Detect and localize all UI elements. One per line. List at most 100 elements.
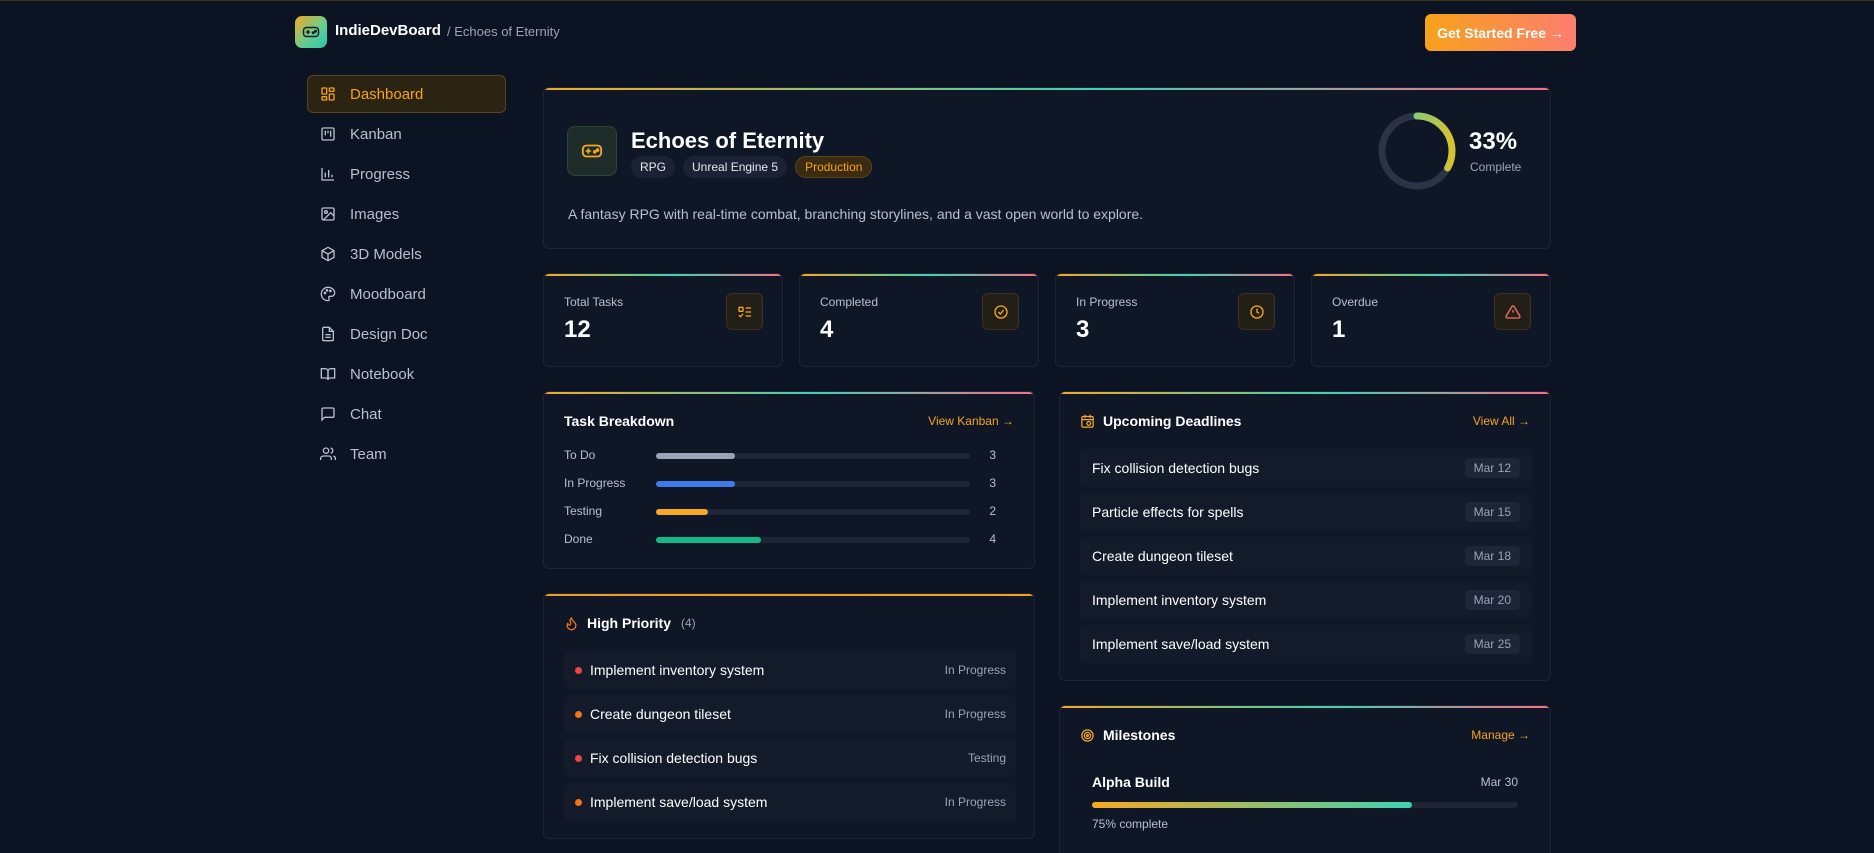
breakdown-count: 3 (989, 476, 996, 490)
deadline-date: Mar 15 (1464, 502, 1520, 522)
brand-name[interactable]: IndieDevBoard (335, 22, 441, 39)
sidebar-item-label: Notebook (350, 365, 415, 383)
priority-dot (575, 666, 582, 674)
upcoming-deadlines-card: Upcoming Deadlines View All → Fix collis… (1059, 391, 1551, 681)
sidebar-item-3d-models[interactable]: 3D Models (307, 235, 506, 273)
milestones-card: Milestones Manage → Alpha Build Mar 30 7… (1059, 705, 1551, 853)
view-all-link[interactable]: View All → (1472, 414, 1530, 428)
breakdown-label: In Progress (564, 476, 626, 490)
card-accent-bar (1056, 274, 1294, 276)
get-started-button[interactable]: Get Started Free → (1425, 14, 1576, 51)
cube-icon (321, 246, 335, 262)
sidebar-item-label: Dashboard (350, 85, 424, 103)
priority-task-row[interactable]: Implement inventory system In Progress (564, 651, 1016, 689)
sidebar-item-label: Kanban (350, 125, 402, 143)
breakdown-label: To Do (564, 448, 596, 462)
deadline-date: Mar 20 (1464, 590, 1520, 610)
stat-value: 3 (1076, 316, 1090, 343)
target-icon (1081, 728, 1094, 742)
breakdown-track (656, 509, 970, 515)
breakdown-fill (656, 481, 735, 487)
card-accent-bar (544, 594, 1034, 596)
breakdown-label: Done (564, 532, 593, 546)
deadline-row[interactable]: Fix collision detection bugs Mar 12 (1080, 449, 1532, 487)
view-kanban-link[interactable]: View Kanban → (928, 414, 1014, 428)
flame-icon (566, 616, 577, 630)
bar-chart-icon (321, 168, 334, 181)
stat-label: Completed (820, 295, 879, 309)
breakdown-count: 3 (989, 448, 996, 462)
sidebar-item-label: 3D Models (350, 245, 422, 263)
deadline-title: Fix collision detection bugs (1092, 460, 1260, 476)
priority-dot (575, 754, 582, 762)
sidebar-item-chat[interactable]: Chat (307, 395, 506, 433)
milestone-percent: 75% complete (1092, 817, 1169, 831)
deadline-row[interactable]: Implement save/load system Mar 25 (1080, 625, 1532, 663)
sidebar-item-label: Chat (350, 405, 382, 423)
stat-card-completed: Completed 4 (799, 273, 1039, 367)
task-title: Implement save/load system (590, 794, 768, 810)
deadline-row[interactable]: Create dungeon tileset Mar 18 (1080, 537, 1532, 575)
image-icon (321, 207, 335, 221)
breadcrumb: / Echoes of Eternity (447, 24, 560, 39)
card-accent-bar (544, 88, 1550, 90)
sidebar-item-label: Design Doc (350, 325, 428, 343)
priority-task-row[interactable]: Create dungeon tileset In Progress (564, 695, 1016, 733)
milestones-title: Milestones (1103, 727, 1176, 743)
high-priority-card: High Priority (4) Implement inventory sy… (543, 593, 1035, 839)
sidebar-item-progress[interactable]: Progress (307, 155, 506, 193)
milestone-progress-fill (1092, 802, 1412, 808)
project-icon (567, 126, 617, 176)
sidebar-item-images[interactable]: Images (307, 195, 506, 233)
priority-dot (575, 798, 582, 806)
app-logo[interactable] (295, 16, 327, 48)
card-accent-bar (544, 392, 1034, 394)
milestone-progress-track (1092, 802, 1518, 808)
priority-task-row[interactable]: Implement save/load system In Progress (564, 783, 1016, 821)
deadline-row[interactable]: Particle effects for spells Mar 15 (1080, 493, 1532, 531)
clock-icon (1249, 304, 1264, 319)
card-accent-bar (1312, 274, 1550, 276)
stat-label: Total Tasks (564, 295, 624, 309)
task-title: Implement inventory system (590, 662, 765, 678)
high-priority-header: High Priority (4) (564, 615, 696, 631)
gamepad-icon (302, 26, 320, 38)
checklist-icon (737, 306, 751, 318)
manage-milestones-link[interactable]: Manage → (1471, 728, 1530, 742)
breakdown-row-done: Done 4 (564, 532, 1016, 548)
progress-ring-arc (1378, 112, 1456, 190)
check-circle-icon (993, 304, 1008, 319)
deadline-title: Create dungeon tileset (1092, 548, 1233, 564)
sidebar-item-team[interactable]: Team (307, 435, 506, 473)
breakdown-label: Testing (564, 504, 603, 518)
kanban-icon (321, 127, 335, 141)
sidebar-item-dashboard[interactable]: Dashboard (307, 75, 506, 113)
priority-dot (575, 710, 582, 718)
task-status: In Progress (944, 707, 1006, 721)
breakdown-track (656, 453, 970, 459)
document-icon (322, 326, 334, 342)
priority-task-row[interactable]: Fix collision detection bugs Testing (564, 739, 1016, 777)
sidebar-item-label: Moodboard (350, 285, 426, 303)
top-header: IndieDevBoard / Echoes of Eternity Get S… (0, 1, 1874, 63)
sidebar-item-notebook[interactable]: Notebook (307, 355, 506, 393)
progress-ring (1378, 112, 1456, 190)
stat-card-total-tasks: Total Tasks 12 (543, 273, 783, 367)
card-accent-bar (544, 274, 782, 276)
sidebar-item-kanban[interactable]: Kanban (307, 115, 506, 153)
stat-card-in-progress: In Progress 3 (1055, 273, 1295, 367)
deadline-date: Mar 25 (1464, 634, 1520, 654)
users-icon (320, 447, 336, 460)
milestones-header: Milestones (1080, 727, 1175, 743)
tag-engine: Unreal Engine 5 (683, 156, 788, 178)
sidebar-item-moodboard[interactable]: Moodboard (307, 275, 506, 313)
deadline-date: Mar 18 (1464, 546, 1520, 566)
milestone-name: Alpha Build (1092, 774, 1170, 790)
card-accent-bar (1060, 392, 1550, 394)
card-accent-bar (1060, 706, 1550, 708)
breakdown-count: 2 (989, 504, 996, 518)
deadline-title: Implement save/load system (1092, 636, 1270, 652)
deadlines-title: Upcoming Deadlines (1103, 413, 1242, 429)
deadline-row[interactable]: Implement inventory system Mar 20 (1080, 581, 1532, 619)
sidebar-item-design-doc[interactable]: Design Doc (307, 315, 506, 353)
